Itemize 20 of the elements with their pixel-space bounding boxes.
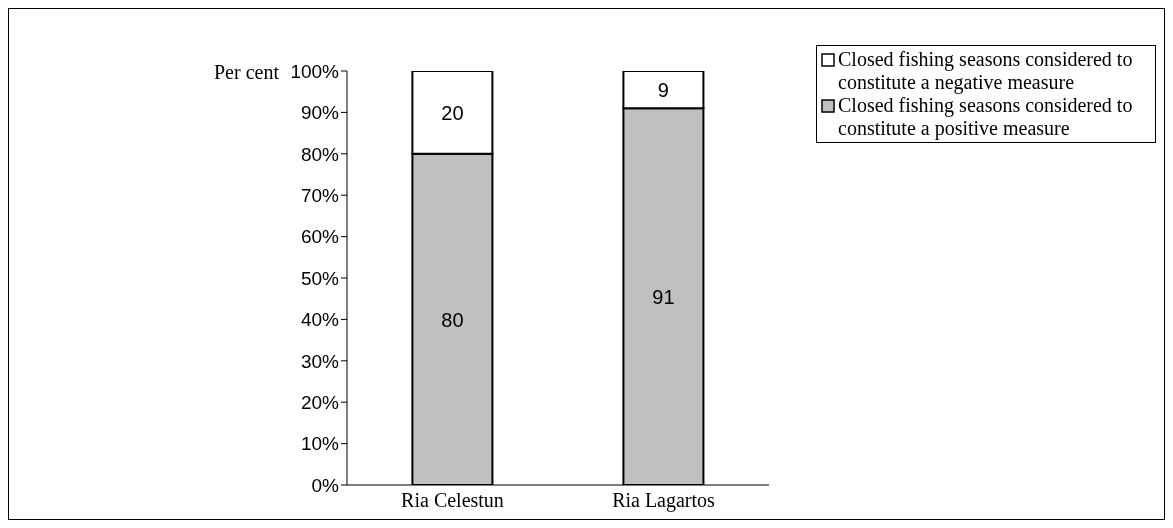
- y-axis-title: Per cent: [214, 61, 279, 84]
- y-tick-label: 0%: [311, 474, 340, 496]
- y-tick-label: 80%: [300, 143, 340, 165]
- y-tick-label: 30%: [300, 350, 340, 372]
- y-tick-label: 50%: [300, 267, 340, 289]
- data-label: 80: [441, 308, 464, 331]
- legend-label: Closed fishing seasons considered to constitute a positive measure: [838, 94, 1134, 140]
- y-tick-label: 20%: [300, 391, 340, 413]
- y-tick-label: 60%: [300, 226, 340, 248]
- x-tick-label: Ria Celestun: [401, 489, 504, 512]
- y-tick-label: 90%: [300, 102, 340, 124]
- data-label: 91: [652, 285, 675, 308]
- data-label: 9: [657, 78, 669, 101]
- data-label: 20: [441, 101, 464, 124]
- y-tick-label: 70%: [300, 184, 340, 206]
- y-tick-label: 40%: [300, 309, 340, 331]
- x-tick-label: Ria Lagartos: [612, 489, 716, 513]
- y-tick-label: 10%: [300, 433, 340, 455]
- y-tick-label: 100%: [290, 60, 340, 82]
- legend-label: Closed fishing seasons considered to constitute a negative measure: [838, 48, 1134, 94]
